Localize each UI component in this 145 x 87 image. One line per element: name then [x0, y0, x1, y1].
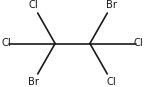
Text: Br: Br	[106, 0, 117, 10]
Text: Br: Br	[28, 77, 39, 87]
Text: Cl: Cl	[1, 39, 11, 48]
Text: Cl: Cl	[28, 0, 38, 10]
Text: Cl: Cl	[134, 39, 144, 48]
Text: Cl: Cl	[107, 77, 117, 87]
